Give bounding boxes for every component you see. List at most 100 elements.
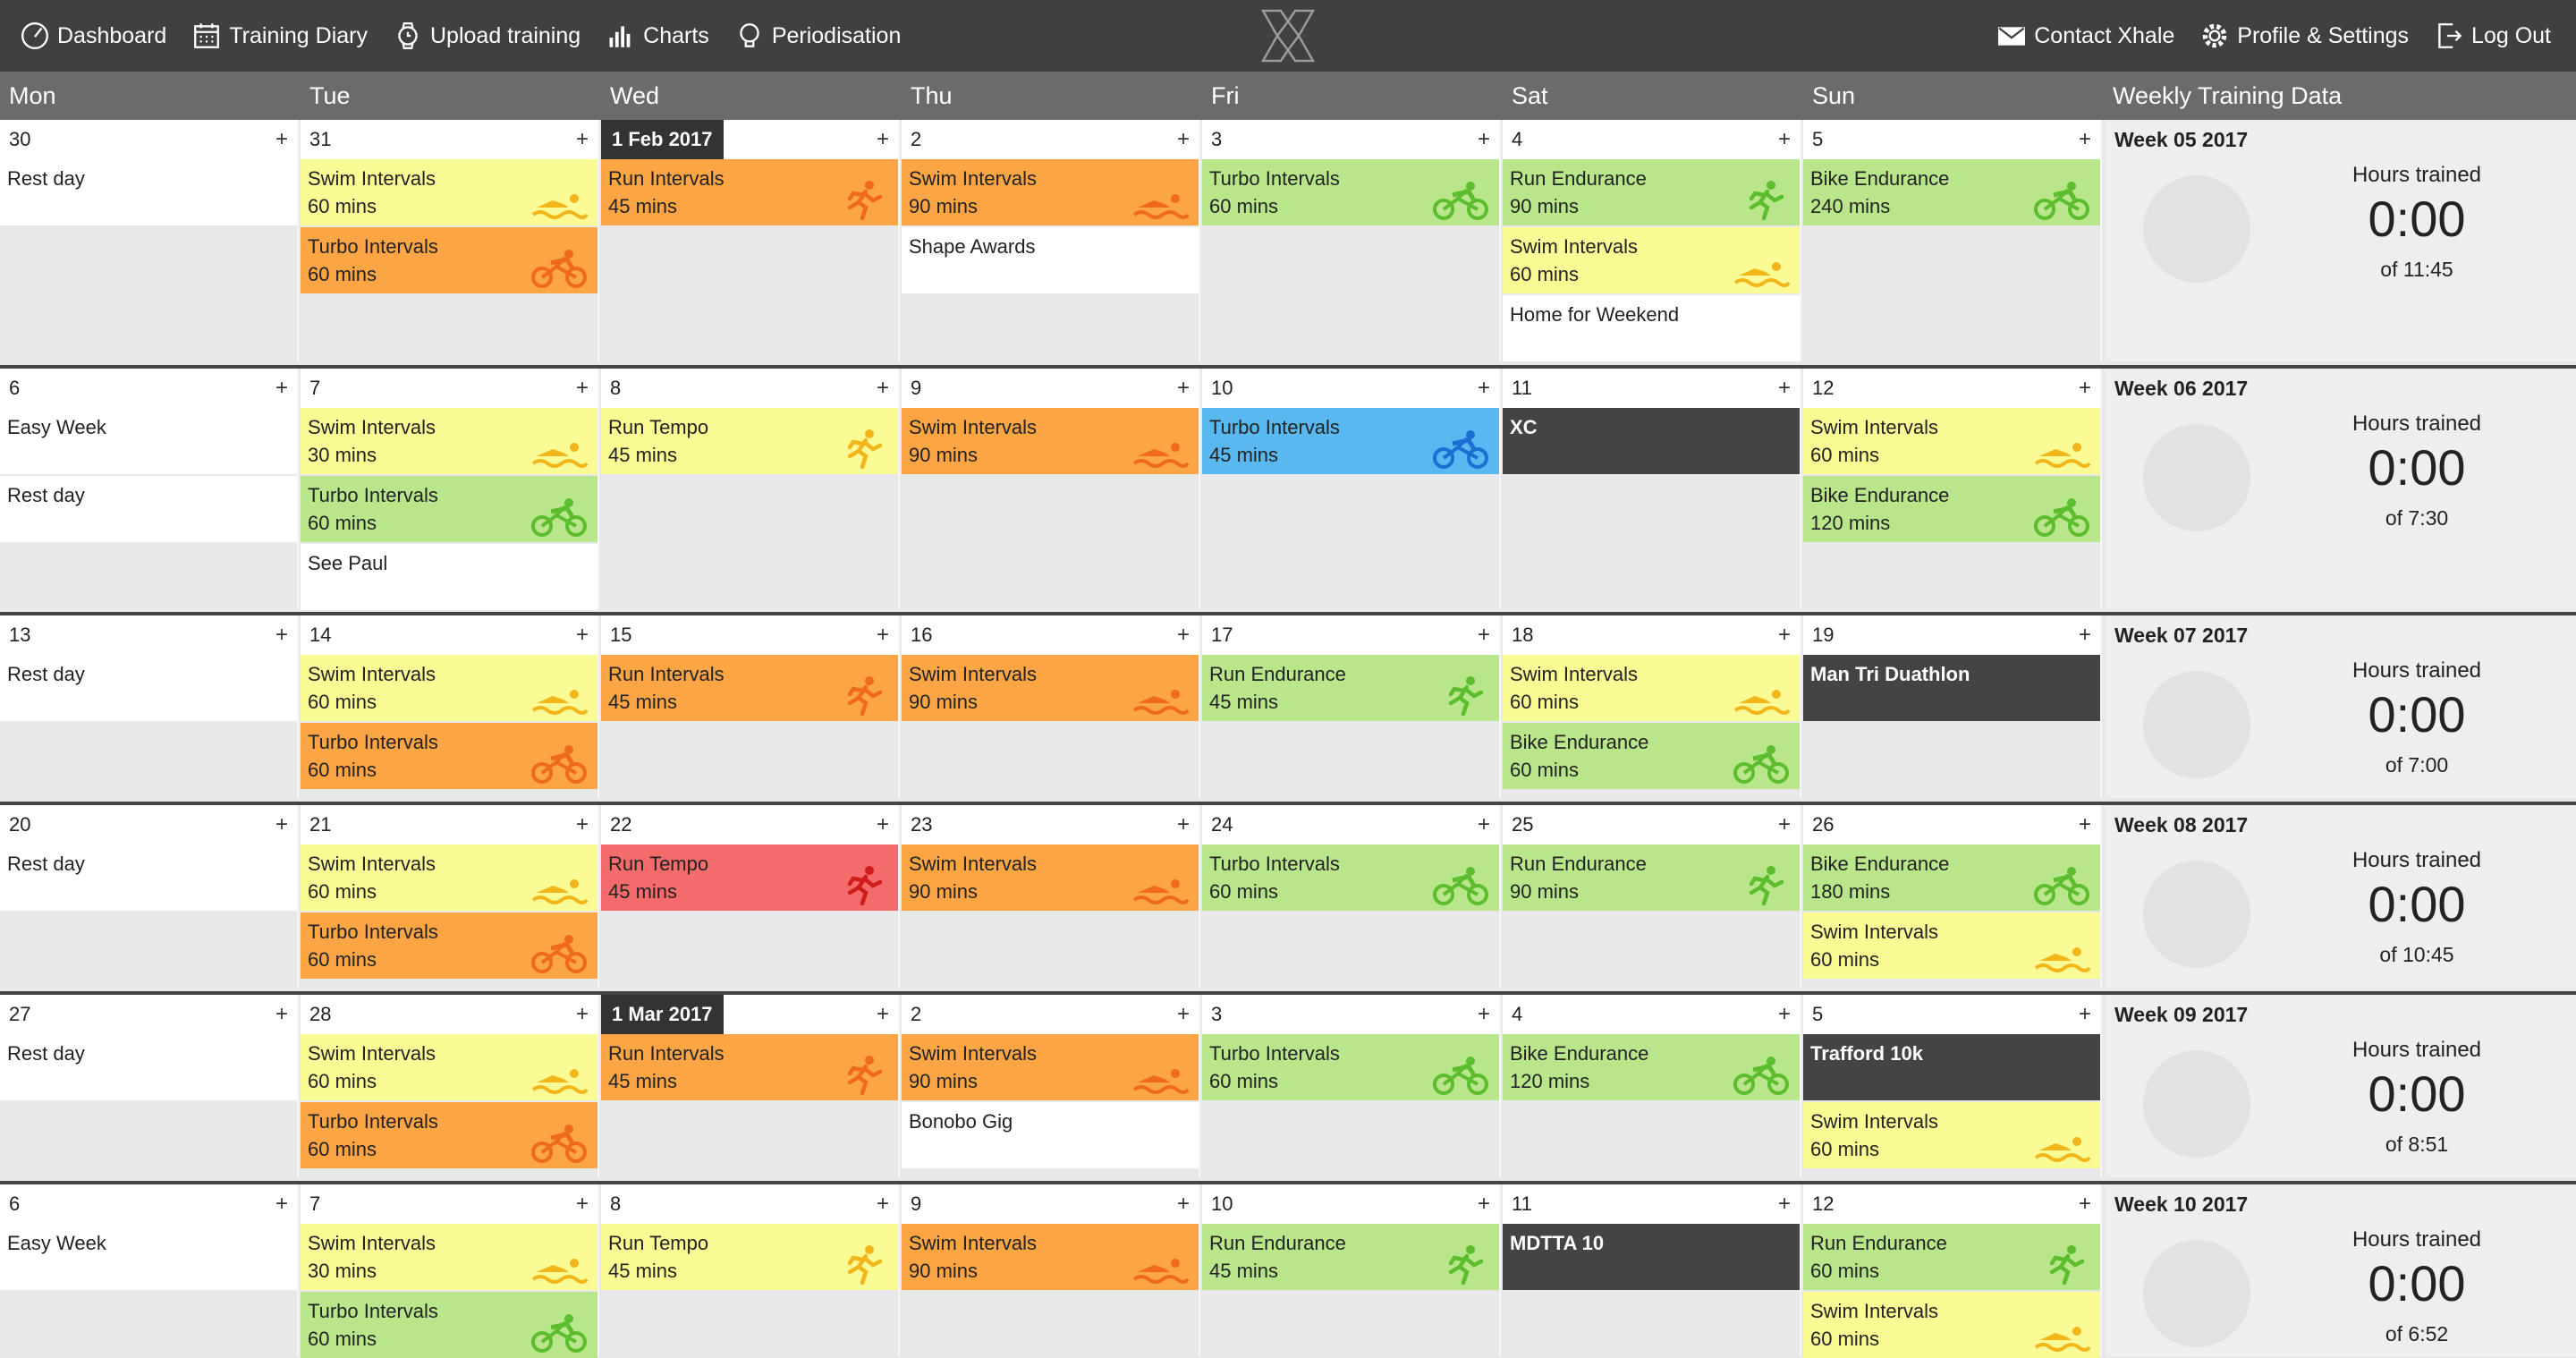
add-session-button[interactable]: + [1176,1192,1190,1216]
session-card[interactable]: Turbo Intervals 60 mins [301,1292,597,1358]
day-cell[interactable]: 7 + Swim Intervals 30 mins Turbo Intervals 60… [301,1184,599,1358]
add-session-button[interactable]: + [275,812,288,836]
add-session-button[interactable]: + [2078,376,2091,400]
session-card[interactable]: Swim Intervals 60 mins [1803,1102,2100,1168]
day-cell[interactable]: 10 + Turbo Intervals 45 mins [1202,369,1501,608]
event-note[interactable]: XC [1503,408,1800,474]
nav-logout[interactable]: Log Out [2421,0,2563,72]
nav-charts[interactable]: Charts [593,0,722,72]
add-session-button[interactable]: + [575,623,589,647]
add-session-button[interactable]: + [876,1002,889,1026]
session-card[interactable]: Run Endurance 60 mins [1803,1224,2100,1290]
nav-periodisation[interactable]: Periodisation [722,0,914,72]
day-cell[interactable]: 1 Mar 2017 + Run Intervals 45 mins [601,995,900,1177]
event-note[interactable]: Rest day [0,159,297,225]
day-cell[interactable]: 16 + Swim Intervals 90 mins [902,615,1200,798]
session-card[interactable]: Bike Endurance 180 mins [1803,845,2100,911]
nav-upload-training[interactable]: Upload training [380,0,593,72]
event-note[interactable]: Rest day [0,655,297,721]
session-card[interactable]: Swim Intervals 60 mins [1803,912,2100,979]
day-cell[interactable]: 9 + Swim Intervals 90 mins [902,369,1200,608]
add-session-button[interactable]: + [1176,127,1190,151]
add-session-button[interactable]: + [1777,127,1791,151]
session-card[interactable]: Turbo Intervals 60 mins [301,1102,597,1168]
session-card[interactable]: Turbo Intervals 60 mins [1202,159,1499,225]
session-card[interactable]: Turbo Intervals 60 mins [301,476,597,542]
session-card[interactable]: Bike Endurance 120 mins [1503,1034,1800,1100]
day-cell[interactable]: 6 + Easy Week [0,1184,299,1356]
session-card[interactable]: Run Intervals 45 mins [601,1034,898,1100]
event-note[interactable]: MDTTA 10 [1503,1224,1800,1290]
add-session-button[interactable]: + [575,1192,589,1216]
day-cell[interactable]: 6 + Easy Week Rest day [0,369,299,608]
add-session-button[interactable]: + [2078,1002,2091,1026]
session-card[interactable]: Run Intervals 45 mins [601,655,898,721]
day-cell[interactable]: 28 + Swim Intervals 60 mins Turbo Intervals 6… [301,995,599,1177]
session-card[interactable]: Swim Intervals 60 mins [1803,408,2100,474]
add-session-button[interactable]: + [1477,812,1490,836]
day-cell[interactable]: 22 + Run Tempo 45 mins [601,805,900,988]
session-card[interactable]: Swim Intervals 90 mins [902,408,1199,474]
event-note[interactable]: See Paul [301,544,597,610]
add-session-button[interactable]: + [2078,623,2091,647]
add-session-button[interactable]: + [1777,812,1791,836]
event-note[interactable]: Shape Awards [902,227,1199,293]
add-session-button[interactable]: + [876,1192,889,1216]
add-session-button[interactable]: + [275,623,288,647]
add-session-button[interactable]: + [876,376,889,400]
session-card[interactable]: Swim Intervals 60 mins [301,159,597,225]
day-cell[interactable]: 11 + XC [1503,369,1801,608]
day-cell[interactable]: 15 + Run Intervals 45 mins [601,615,900,798]
session-card[interactable]: Run Endurance 45 mins [1202,655,1499,721]
add-session-button[interactable]: + [1777,1192,1791,1216]
session-card[interactable]: Swim Intervals 90 mins [902,655,1199,721]
day-cell[interactable]: 30 + Rest day [0,120,299,361]
day-cell[interactable]: 17 + Run Endurance 45 mins [1202,615,1501,798]
xhale-logo[interactable] [1258,5,1318,66]
day-cell[interactable]: 5 + Trafford 10k Swim Intervals 60 mins [1803,995,2102,1177]
add-session-button[interactable]: + [1176,1002,1190,1026]
day-cell[interactable]: 26 + Bike Endurance 180 mins Swim Intervals 6… [1803,805,2102,988]
event-note[interactable]: Easy Week [0,408,297,474]
day-cell[interactable]: 2 + Swim Intervals 90 mins Bonobo Gig [902,995,1200,1177]
day-cell[interactable]: 2 + Swim Intervals 90 mins Shape Awards [902,120,1200,361]
session-card[interactable]: Run Intervals 45 mins [601,159,898,225]
add-session-button[interactable]: + [275,1192,288,1216]
add-session-button[interactable]: + [1176,623,1190,647]
add-session-button[interactable]: + [1777,1002,1791,1026]
add-session-button[interactable]: + [1477,623,1490,647]
day-cell[interactable]: 21 + Swim Intervals 60 mins Turbo Intervals 6… [301,805,599,988]
session-card[interactable]: Swim Intervals 60 mins [301,655,597,721]
day-cell[interactable]: 9 + Swim Intervals 90 mins [902,1184,1200,1356]
session-card[interactable]: Swim Intervals 60 mins [1803,1292,2100,1358]
add-session-button[interactable]: + [2078,127,2091,151]
add-session-button[interactable]: + [275,1002,288,1026]
add-session-button[interactable]: + [876,623,889,647]
session-card[interactable]: Turbo Intervals 60 mins [301,912,597,979]
session-card[interactable]: Run Tempo 45 mins [601,1224,898,1290]
session-card[interactable]: Turbo Intervals 60 mins [1202,845,1499,911]
add-session-button[interactable]: + [275,376,288,400]
session-card[interactable]: Swim Intervals 90 mins [902,1034,1199,1100]
session-card[interactable]: Swim Intervals 60 mins [1503,227,1800,293]
day-cell[interactable]: 3 + Turbo Intervals 60 mins [1202,120,1501,361]
nav-profile-settings[interactable]: Profile & Settings [2187,0,2421,72]
day-cell[interactable]: 23 + Swim Intervals 90 mins [902,805,1200,988]
day-cell[interactable]: 4 + Bike Endurance 120 mins [1503,995,1801,1177]
nav-contact[interactable]: Contact Xhale [1984,0,2187,72]
day-cell[interactable]: 4 + Run Endurance 90 mins Swim Intervals 60 m… [1503,120,1801,361]
add-session-button[interactable]: + [1477,127,1490,151]
session-card[interactable]: Turbo Intervals 60 mins [1202,1034,1499,1100]
day-cell[interactable]: 8 + Run Tempo 45 mins [601,1184,900,1356]
add-session-button[interactable]: + [575,376,589,400]
session-card[interactable]: Turbo Intervals 60 mins [301,723,597,789]
session-card[interactable]: Swim Intervals 60 mins [1503,655,1800,721]
event-note[interactable]: Trafford 10k [1803,1034,2100,1100]
event-note[interactable]: Man Tri Duathlon [1803,655,2100,721]
session-card[interactable]: Run Tempo 45 mins [601,845,898,911]
day-cell[interactable]: 14 + Swim Intervals 60 mins Turbo Intervals 6… [301,615,599,798]
session-card[interactable]: Bike Endurance 120 mins [1803,476,2100,542]
add-session-button[interactable]: + [1477,1002,1490,1026]
nav-dashboard[interactable]: Dashboard [7,0,179,72]
day-cell[interactable]: 19 + Man Tri Duathlon [1803,615,2102,798]
